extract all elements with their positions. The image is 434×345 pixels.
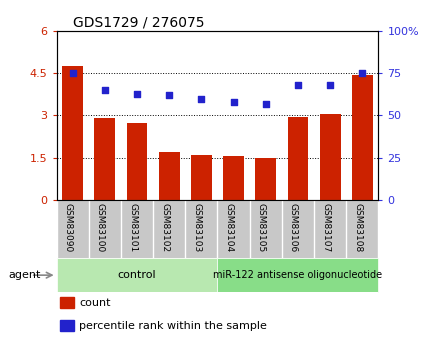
Point [197,96,204,101]
Bar [287,117,308,200]
Text: GSM83102: GSM83102 [160,203,169,252]
Text: control: control [118,270,156,280]
Bar [126,122,147,200]
Text: miR-122 antisense oligonucleotide: miR-122 antisense oligonucleotide [213,270,381,280]
Text: GSM83106: GSM83106 [288,203,297,252]
Bar [56,258,217,292]
Text: GSM83100: GSM83100 [95,203,105,252]
Text: GSM83105: GSM83105 [256,203,265,252]
Text: GSM83090: GSM83090 [63,203,72,252]
Text: GSM83103: GSM83103 [192,203,201,252]
Text: agent: agent [9,270,41,280]
Point [262,101,269,106]
Point [165,92,172,98]
Text: percentile rank within the sample: percentile rank within the sample [79,321,266,331]
Text: GSM83101: GSM83101 [128,203,137,252]
Point [358,70,365,76]
Text: GSM83108: GSM83108 [352,203,362,252]
Bar [62,66,83,200]
Bar [217,258,378,292]
Text: GSM83104: GSM83104 [224,203,233,252]
Point [230,99,237,105]
Bar [94,118,115,200]
Bar [158,152,179,200]
Point [294,82,301,88]
Bar [255,158,276,200]
Bar [191,155,211,200]
Text: count: count [79,298,110,308]
Bar [59,320,74,331]
Point [326,82,333,88]
Text: GSM83107: GSM83107 [320,203,329,252]
Point [133,91,140,96]
Point [69,70,76,76]
Bar [223,156,243,200]
Bar [351,75,372,200]
Bar [59,297,74,308]
Text: GDS1729 / 276075: GDS1729 / 276075 [72,16,204,30]
Point [101,87,108,93]
Bar [319,114,340,200]
